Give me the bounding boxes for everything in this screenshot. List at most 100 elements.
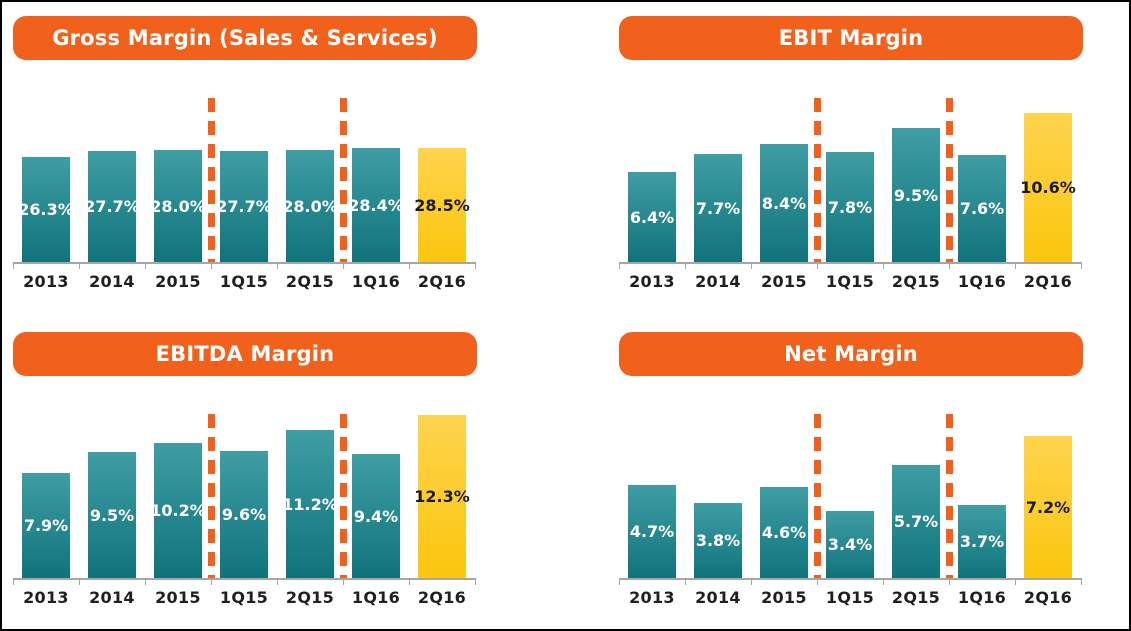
category-label-2Q16: 2Q16: [417, 588, 467, 607]
bar-2Q15: 9.5%: [892, 128, 940, 262]
bar-2013: 6.4%: [628, 172, 676, 262]
bar-2015: 4.6%: [760, 487, 808, 578]
axis-tick: [1014, 262, 1016, 269]
bar-2Q16: 12.3%: [414, 415, 470, 578]
category-label-1Q16: 1Q16: [957, 588, 1007, 607]
category-label-2015: 2015: [155, 588, 201, 607]
bar-value-label: 12.3%: [414, 487, 470, 506]
bar-value-label: 9.5%: [893, 185, 939, 205]
category-label-2014: 2014: [695, 272, 741, 291]
category-label-2Q16: 2Q16: [417, 272, 467, 291]
category-label-1Q16: 1Q16: [351, 588, 401, 607]
category-label-1Q16: 1Q16: [351, 272, 401, 291]
bar-value-label: 8.4%: [761, 193, 807, 213]
bar-2015: 28.0%: [150, 150, 206, 262]
category-label-2013: 2013: [23, 272, 69, 291]
bar-1Q15: 27.7%: [216, 151, 272, 262]
bar-2Q16: 7.2%: [1024, 436, 1072, 578]
period-separator-dashed-line: [207, 414, 215, 578]
bar-2014: 7.7%: [694, 154, 742, 262]
bar-value-label: 28.0%: [150, 196, 206, 216]
category-label-2Q16: 2Q16: [1023, 588, 1073, 607]
axis-tick: [1080, 262, 1082, 269]
axis-tick: [1014, 578, 1016, 585]
bar-1Q16: 7.6%: [958, 155, 1006, 262]
axis-tick: [474, 262, 476, 269]
bar-value-label: 3.8%: [695, 531, 741, 550]
axis-tick: [12, 578, 14, 585]
bar-2Q15: 5.7%: [892, 465, 940, 578]
axis-tick: [144, 262, 146, 269]
axis-tick: [948, 262, 950, 269]
bar-1Q16: 9.4%: [352, 454, 400, 578]
category-label-2013: 2013: [23, 588, 69, 607]
category-label-2Q15: 2Q15: [285, 272, 335, 291]
axis-tick: [144, 578, 146, 585]
axis-tick: [210, 262, 212, 269]
bar-value-label: 7.6%: [959, 199, 1005, 218]
bar-value-label: 6.4%: [629, 207, 675, 227]
plot-area: 4.7% 2013 3.8% 2014 4.6% 2015 3.4% 1Q15 5.7% 2Q15…: [618, 400, 1082, 607]
axis-tick: [684, 578, 686, 585]
bar-value-label: 11.2%: [282, 494, 338, 514]
period-separator-dashed-line: [207, 98, 215, 262]
category-label-2014: 2014: [695, 588, 741, 607]
axis-tick: [276, 578, 278, 585]
chart-title-banner: Gross Margin (Sales & Services): [13, 16, 477, 60]
axis-tick: [618, 578, 620, 585]
bar-value-label: 3.7%: [959, 532, 1005, 551]
axis-tick: [948, 578, 950, 585]
bar-value-label: 10.6%: [1020, 178, 1076, 197]
axis-tick: [276, 262, 278, 269]
bar-2013: 26.3%: [18, 157, 74, 262]
bar-value-label: 7.8%: [827, 197, 873, 217]
chart-title: EBITDA Margin: [155, 342, 335, 366]
axis-tick: [342, 578, 344, 585]
axis-tick: [684, 262, 686, 269]
axis-tick: [78, 578, 80, 585]
category-label-1Q15: 1Q15: [219, 588, 269, 607]
bar-1Q15: 9.6%: [220, 451, 268, 578]
category-label-2Q15: 2Q15: [891, 272, 941, 291]
axis-tick: [342, 262, 344, 269]
period-separator-dashed-line: [813, 98, 821, 262]
bar-value-label: 10.2%: [150, 501, 206, 520]
axis-tick: [882, 262, 884, 269]
axis-tick: [816, 578, 818, 585]
axis-tick: [210, 578, 212, 585]
axis-tick: [408, 262, 410, 269]
category-label-2Q15: 2Q15: [285, 588, 335, 607]
bar-value-label: 27.7%: [84, 197, 140, 216]
bar-value-label: 9.6%: [221, 505, 267, 524]
category-label-2014: 2014: [89, 588, 135, 607]
axis-tick: [12, 262, 14, 269]
category-label-2015: 2015: [155, 272, 201, 291]
axis-tick: [408, 578, 410, 585]
axis-tick: [882, 578, 884, 585]
axis-tick: [816, 262, 818, 269]
category-label-2015: 2015: [761, 588, 807, 607]
axis-tick: [474, 578, 476, 585]
bar-2014: 9.5%: [88, 452, 136, 578]
bar-2Q15: 11.2%: [282, 430, 338, 578]
bar-value-label: 7.9%: [23, 516, 69, 535]
category-label-2015: 2015: [761, 272, 807, 291]
category-label-1Q15: 1Q15: [219, 272, 269, 291]
bar-value-label: 7.7%: [695, 198, 741, 218]
bar-value-label: 27.7%: [216, 197, 272, 216]
period-separator-dashed-line: [813, 414, 821, 578]
period-separator-dashed-line: [945, 414, 953, 578]
bar-1Q15: 7.8%: [826, 152, 874, 262]
category-label-2013: 2013: [629, 272, 675, 291]
bar-2Q15: 28.0%: [282, 150, 338, 262]
bar-value-label: 28.0%: [282, 196, 338, 216]
bar-2014: 27.7%: [84, 151, 140, 262]
chart-title: Gross Margin (Sales & Services): [52, 26, 438, 50]
plot-area: 7.9% 2013 9.5% 2014 10.2% 2015 9.6% 1Q15 11.2% 2Q…: [12, 400, 476, 607]
bar-2013: 7.9%: [22, 473, 70, 578]
bar-2013: 4.7%: [628, 485, 676, 578]
chart-title: Net Margin: [784, 342, 918, 366]
chart-title: EBIT Margin: [778, 26, 924, 50]
bar-value-label: 26.3%: [18, 200, 74, 219]
period-separator-dashed-line: [945, 98, 953, 262]
